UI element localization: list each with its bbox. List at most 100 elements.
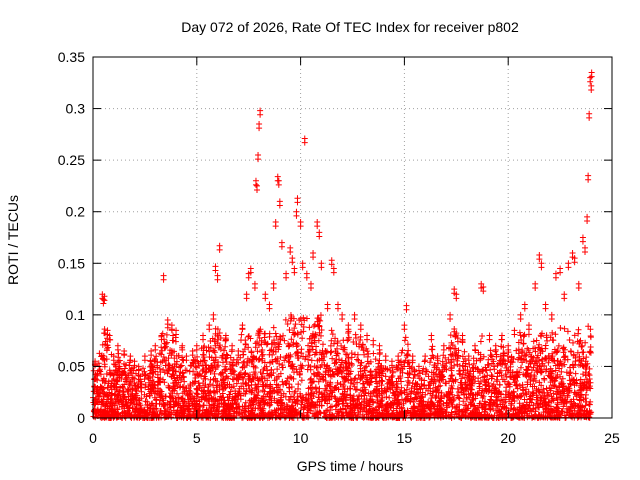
noise-mark [327,349,334,356]
noise-mark [538,330,545,337]
noise-mark [502,361,509,368]
noise-mark [583,408,590,415]
noise-mark [556,394,563,401]
noise-mark [431,361,438,368]
noise-mark [438,401,445,408]
noise-mark [248,348,255,355]
noise-mark [454,361,461,368]
noise-mark [142,381,149,388]
noise-mark [442,363,449,370]
noise-mark [453,349,460,356]
noise-mark [181,378,188,385]
noise-mark [253,384,260,391]
noise-mark [420,365,427,372]
noise-mark [528,408,535,415]
noise-mark [168,414,175,421]
noise-mark [397,374,404,381]
noise-mark [225,375,232,382]
noise-mark [367,368,374,375]
noise-mark [523,391,530,398]
noise-mark [495,360,502,367]
noise-mark [527,353,534,360]
noise-mark [142,371,149,378]
noise-mark [107,371,114,378]
noise-mark [242,403,249,410]
noise-mark [259,387,266,394]
noise-mark [158,401,165,408]
noise-mark [386,394,393,401]
noise-mark [485,356,492,363]
data-point [229,346,236,353]
noise-mark [268,346,275,353]
noise-mark [527,376,534,383]
noise-mark [542,405,549,412]
noise-mark [329,355,336,362]
noise-mark [233,401,240,408]
noise-mark [389,410,396,417]
data-point [538,264,545,271]
noise-mark [200,366,207,373]
noise-mark [576,357,583,364]
noise-mark [207,337,214,344]
noise-mark [426,414,433,421]
data-point [255,156,262,163]
noise-mark [194,371,201,378]
noise-mark [119,410,126,417]
noise-mark [369,396,376,403]
noise-mark [451,328,458,335]
noise-mark [295,397,302,404]
noise-mark [388,402,395,409]
noise-mark [157,397,164,404]
noise-mark [470,355,477,362]
noise-mark [550,390,557,397]
noise-mark [277,370,284,377]
noise-mark [321,397,328,404]
noise-mark [124,408,131,415]
noise-mark [159,410,166,417]
noise-mark [127,400,134,407]
noise-mark [250,353,257,360]
noise-mark [226,381,233,388]
noise-mark [416,383,423,390]
noise-mark [214,378,221,385]
data-point [206,326,213,333]
noise-mark [577,402,584,409]
noise-mark [436,371,443,378]
noise-mark [357,333,364,340]
x-tick-label: 25 [604,430,620,446]
noise-mark [488,413,495,420]
noise-mark [150,411,157,418]
noise-mark [308,402,315,409]
noise-mark [230,356,237,363]
noise-mark [208,405,215,412]
noise-mark [202,390,209,397]
noise-mark [306,405,313,412]
noise-mark [587,348,594,355]
noise-mark [344,365,351,372]
noise-mark [306,324,313,331]
noise-mark [150,387,157,394]
noise-mark [350,397,357,404]
noise-mark [543,385,550,392]
noise-mark [291,325,298,332]
noise-mark [528,399,535,406]
noise-mark [305,342,312,349]
noise-mark [361,398,368,405]
x-tick-label: 20 [500,430,516,446]
noise-mark [328,337,335,344]
noise-mark [570,339,577,346]
noise-mark [529,383,536,390]
noise-mark [435,392,442,399]
noise-mark [363,363,370,370]
y-tick-label: 0.2 [66,204,86,220]
data-point [351,315,358,322]
noise-mark [477,378,484,385]
noise-mark [345,354,352,361]
noise-mark [521,404,528,411]
noise-mark [580,371,587,378]
noise-mark [286,358,293,365]
noise-mark [406,371,413,378]
noise-mark [359,341,366,348]
noise-mark [202,375,209,382]
data-point [310,254,317,261]
